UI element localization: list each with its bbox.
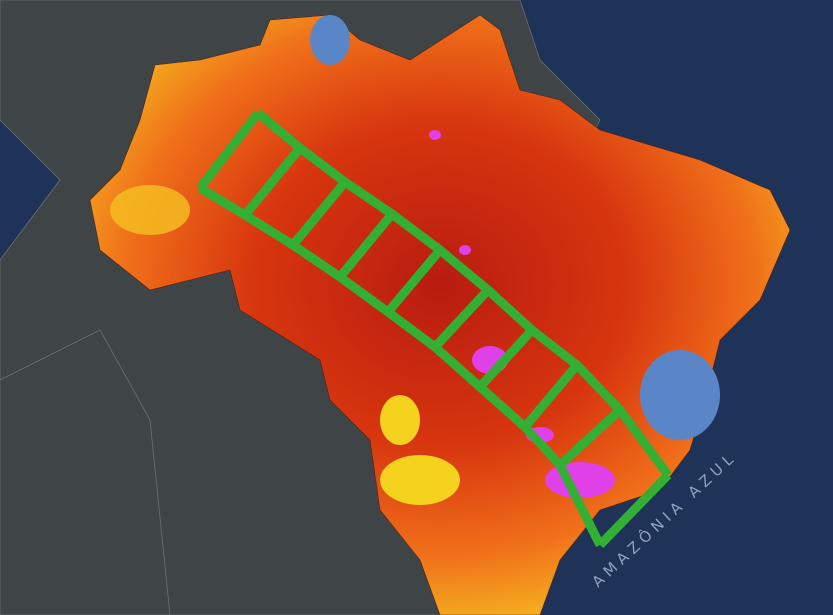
corridor-rung <box>289 179 349 248</box>
corridor-rung <box>196 110 262 191</box>
corridor-rung <box>521 362 581 430</box>
corridor-rung <box>431 286 492 351</box>
corridor-rail-bottom <box>197 184 605 548</box>
corridor-rung <box>336 211 396 280</box>
corridor-rung <box>241 145 304 218</box>
cool-patches <box>110 15 720 505</box>
corridor-rail-top <box>255 109 672 478</box>
corridor-rung <box>384 247 444 315</box>
brazil-heat-region <box>89 14 791 615</box>
extreme-heat-patches <box>429 130 615 498</box>
corridor-rung <box>476 326 536 391</box>
heat-corridor-outline <box>196 109 672 549</box>
corridor-rung <box>556 406 624 469</box>
corridor-rung <box>596 471 672 549</box>
